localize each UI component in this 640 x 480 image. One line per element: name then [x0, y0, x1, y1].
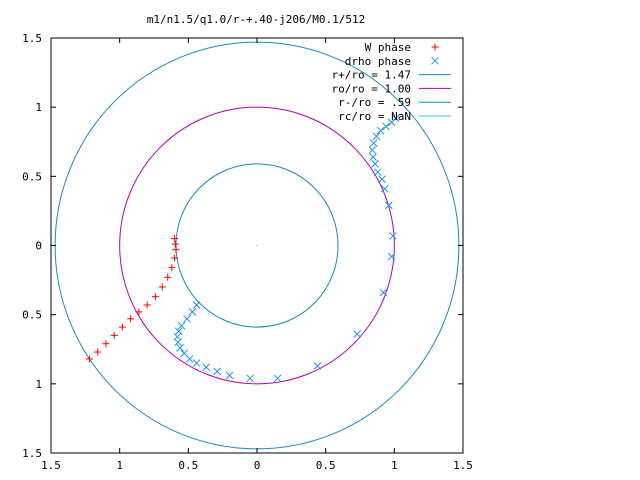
- drho-phase-point: [384, 201, 393, 210]
- legend-samples: [419, 43, 451, 117]
- y-tick-label: 1: [35, 101, 42, 114]
- y-tick-label: 0.5: [22, 170, 42, 183]
- y-tick-labels: 1.5 1 0.5 0 0.5 1 1.5: [22, 32, 42, 460]
- drho-phase-point: [213, 367, 222, 376]
- drho-phase-point: [313, 361, 322, 370]
- drho-phase-point: [368, 146, 377, 154]
- drho-phase-point: [369, 153, 377, 161]
- w-phase-point: [110, 331, 118, 339]
- drho-phase-point: [353, 330, 362, 338]
- drho-phase-point: [202, 363, 211, 372]
- drho-phase-point: [389, 231, 397, 240]
- drho-phase-point: [183, 314, 191, 323]
- w-phase-point: [85, 355, 93, 363]
- w-phase-point: [171, 240, 179, 248]
- x-tick-label: 0.5: [316, 459, 336, 472]
- x-tick-label: 1.5: [453, 459, 473, 472]
- y-tick-label: 0.5: [22, 309, 42, 322]
- drho-phase-point: [246, 374, 254, 383]
- w-phase-point: [151, 293, 159, 301]
- drho-phase-point: [177, 321, 186, 330]
- origin-dot: [256, 244, 258, 247]
- drho-phase-point: [382, 122, 390, 131]
- drho-phase-point: [372, 132, 381, 141]
- y-tick-label: 0: [35, 240, 42, 253]
- legend-label-w-phase: W phase: [365, 41, 411, 54]
- y-tick-label: 1.5: [22, 447, 42, 460]
- w-phase-point: [94, 348, 102, 356]
- w-phase-point: [172, 246, 180, 254]
- x-tick-labels: 1.5 1 0.5 0 0.5 1 1.5: [41, 459, 473, 472]
- w-phase-point: [171, 235, 179, 243]
- w-phase-point: [118, 323, 126, 331]
- drho-phase-point: [376, 126, 385, 135]
- radius-circle: [175, 163, 339, 328]
- legend-label-r-plus: r+/ro = 1.47: [332, 69, 411, 82]
- drho-phase-point: [174, 338, 182, 347]
- drho-phase-point: [379, 288, 388, 297]
- drho-phase-point: [185, 355, 194, 363]
- legend: W phase drho phase r+/ro = 1.47 ro/ro = …: [332, 41, 451, 123]
- drho-phase-point: [371, 160, 379, 168]
- drho-phase-point: [387, 252, 396, 261]
- legend-label-drho-phase: drho phase: [345, 55, 411, 68]
- points-layer: [85, 114, 400, 383]
- x-tick-label: 1: [116, 459, 123, 472]
- w-phase-point: [135, 308, 143, 316]
- w-phase-point: [102, 340, 110, 348]
- w-phase-point: [164, 273, 172, 281]
- drho-phase-point: [369, 139, 378, 147]
- legend-label-r-minus: r-/ro = .59: [338, 96, 411, 109]
- drho-phase-point: [192, 359, 201, 367]
- radius-circle: [119, 106, 395, 385]
- x-tick-label: 1: [391, 459, 398, 472]
- w-phase-point: [171, 254, 179, 262]
- x-tick-label: 0: [254, 459, 261, 472]
- tick-marks: [50, 37, 464, 454]
- y-tick-label: 1: [35, 378, 42, 391]
- legend-sample-w-phase: [431, 43, 439, 51]
- x-tick-label: 0.5: [178, 459, 198, 472]
- legend-label-rc: rc/ro = NaN: [338, 110, 411, 123]
- drho-phase-point: [391, 114, 400, 123]
- chart-title: m1/n1.5/q1.0/r-+.40-j206/M0.1/512: [147, 13, 366, 26]
- w-phase-point: [143, 301, 151, 309]
- drho-phase-point: [176, 344, 184, 352]
- drho-phase-point: [373, 168, 382, 177]
- legend-label-ro: ro/ro = 1.00: [332, 82, 411, 95]
- drho-phase-point: [380, 184, 389, 193]
- w-phase-point: [127, 315, 135, 323]
- drho-phase-point: [225, 371, 234, 380]
- drho-phase-point: [273, 374, 282, 383]
- drho-phase-point: [188, 308, 197, 316]
- w-phase-point: [158, 283, 166, 291]
- drho-phase-point: [378, 175, 386, 183]
- origin-marker: [256, 244, 258, 247]
- drho-phase-point: [192, 301, 201, 309]
- y-tick-label: 1.5: [22, 32, 42, 45]
- x-tick-label: 1.5: [41, 459, 61, 472]
- legend-sample-drho-phase: [431, 56, 439, 65]
- w-phase-point: [168, 264, 176, 272]
